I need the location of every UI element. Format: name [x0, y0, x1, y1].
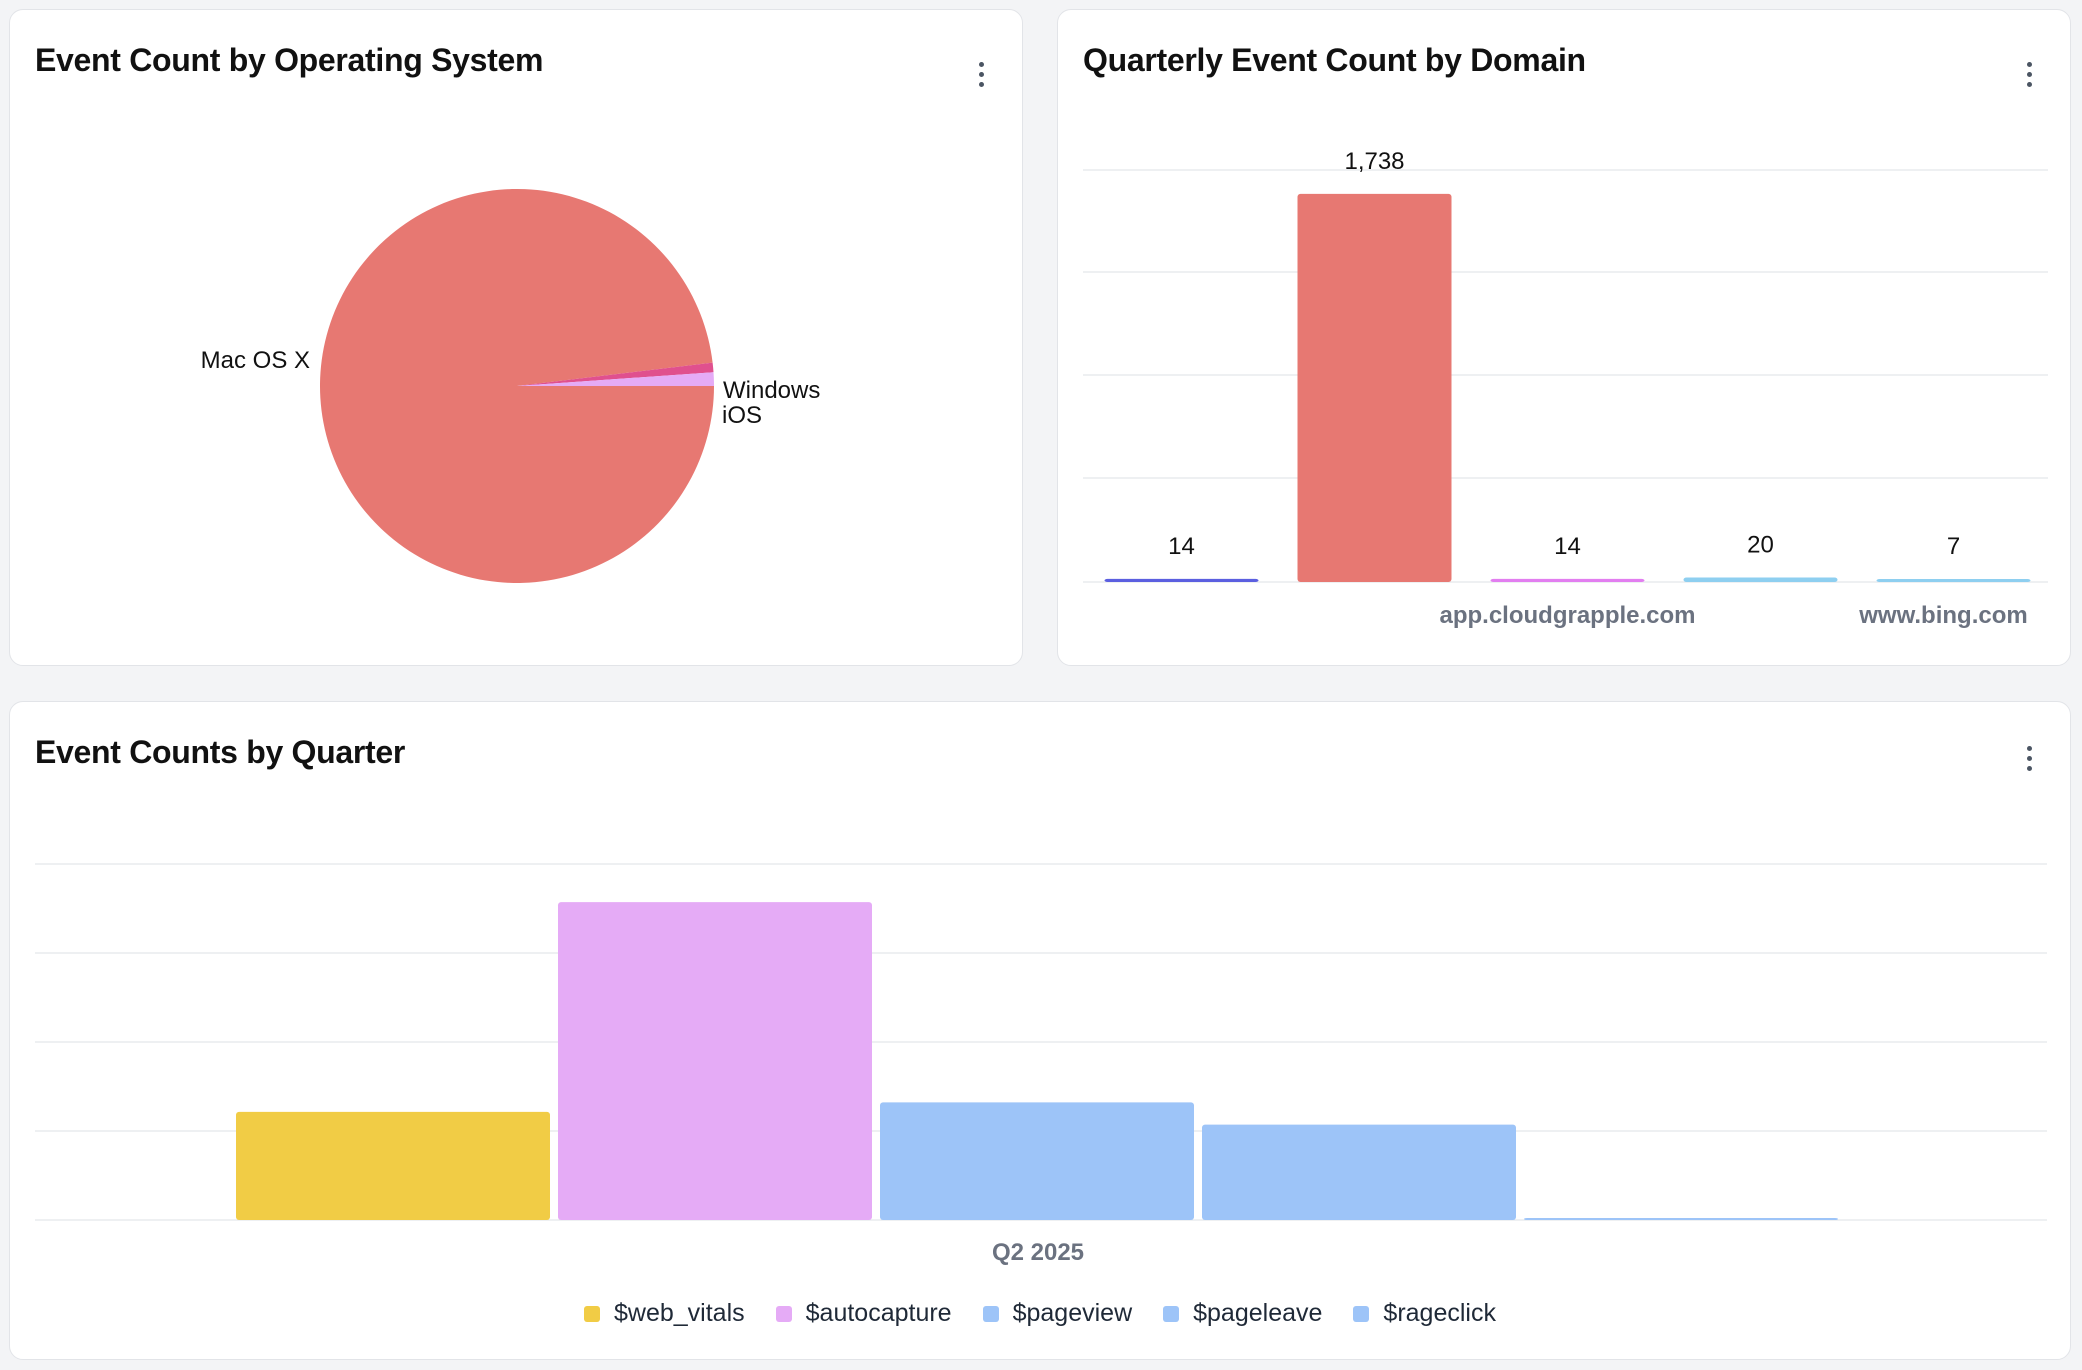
x-tick-label-www-bing-com: www.bing.com: [1858, 602, 2027, 629]
legend-swatch: [775, 1305, 792, 1322]
bar-rageclick[interactable]: [1524, 1218, 1838, 1220]
legend-label: $pageview: [1012, 1299, 1133, 1327]
pie-slice-windows[interactable]: [517, 362, 714, 386]
legend-swatch: [1163, 1305, 1180, 1322]
domain-chart-title: Quarterly Event Count by Domain: [1083, 42, 1586, 78]
pie-label-ios: iOS: [722, 402, 762, 429]
bar-pageleave[interactable]: [1202, 1124, 1516, 1220]
legend-swatch: [1353, 1305, 1370, 1322]
legend-item-pageleave[interactable]: $pageleave: [1163, 1299, 1322, 1328]
quarter-chart-title: Event Counts by Quarter: [35, 734, 406, 770]
legend-item-web-vitals[interactable]: $web_vitals: [584, 1299, 745, 1328]
legend-item-autocapture[interactable]: $autocapture: [775, 1299, 952, 1328]
x-tick-label-app-cloudgrapple-com: app.cloudgrapple.com: [1439, 602, 1695, 629]
bar-pageview[interactable]: [880, 1102, 1194, 1220]
legend-swatch: [982, 1305, 999, 1322]
legend-label: $pageleave: [1193, 1299, 1323, 1327]
bar-www-bing-com[interactable]: [1876, 579, 2031, 582]
legend-label: $autocapture: [805, 1299, 952, 1327]
bar-domain-4[interactable]: [1683, 577, 1838, 582]
pie-slice-ios[interactable]: [517, 372, 714, 386]
os-chart-title: Event Count by Operating System: [35, 42, 544, 78]
pie-label-mac-os-x: Mac OS X: [201, 347, 310, 374]
domain-chart-more-options-icon[interactable]: [2016, 56, 2042, 92]
legend-label: $rageclick: [1383, 1299, 1496, 1327]
bar-app-cloudgrapple-com[interactable]: [1490, 578, 1645, 582]
bar-value-label: 7: [1947, 533, 1960, 560]
quarter-chart-card: Event Counts by Quarter Q2 2025 $web_vit…: [9, 701, 2071, 1360]
bar-domain-2[interactable]: [1297, 193, 1452, 582]
bar-value-label: 14: [1168, 533, 1195, 560]
legend-swatch: [584, 1305, 600, 1322]
bar-value-label: 1,738: [1344, 148, 1404, 175]
bar-value-label: 20: [1747, 532, 1774, 559]
pie-label-windows: Windows: [723, 377, 820, 404]
bar-web-vitals[interactable]: [236, 1111, 550, 1220]
quarter-bar-chart: Q2 2025: [35, 863, 2047, 1266]
bar-domain-1[interactable]: [1104, 578, 1259, 582]
bar-autocapture[interactable]: [558, 902, 872, 1220]
quarter-chart-more-options-icon[interactable]: [2016, 740, 2042, 776]
pie-slice-mac-os-x[interactable]: [319, 189, 714, 584]
bar-value-label: 14: [1554, 533, 1581, 560]
os-chart-more-options-icon[interactable]: [968, 56, 994, 92]
legend-label: $web_vitals: [614, 1299, 745, 1327]
quarter-chart-legend: $web_vitals $autocapture $pageview $pagelea…: [10, 1299, 2070, 1328]
legend-item-pageview[interactable]: $pageview: [982, 1299, 1133, 1328]
legend-item-rageclick[interactable]: $rageclick: [1353, 1299, 1496, 1328]
x-tick-label-q2-2025: Q2 2025: [992, 1239, 1084, 1266]
domain-bar-chart: 14 1,738 14 app.cloudgrapple.com 20 7 www.bing…: [1083, 148, 2048, 629]
os-chart-card: Event Count by Operating System Mac OS X…: [9, 9, 1023, 666]
domain-chart-card: Quarterly Event Count by Domain 14 1,738 1…: [1057, 9, 2071, 666]
